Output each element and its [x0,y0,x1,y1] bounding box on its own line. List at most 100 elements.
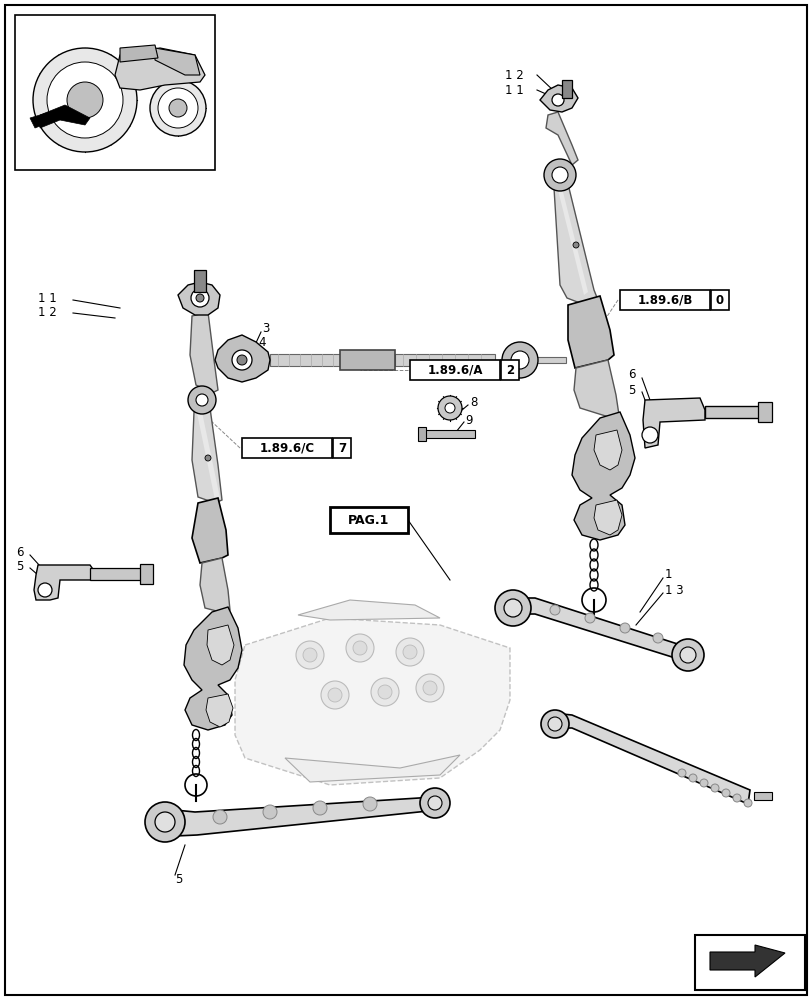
Polygon shape [30,112,55,128]
Circle shape [191,289,208,307]
Circle shape [378,685,392,699]
Polygon shape [594,500,621,535]
Bar [535,357,565,363]
Circle shape [204,455,211,461]
Circle shape [67,82,103,118]
Text: 7: 7 [337,442,345,454]
Polygon shape [155,48,200,75]
Circle shape [145,802,185,842]
Text: 6: 6 [16,546,24,558]
Circle shape [158,88,198,128]
Polygon shape [197,412,220,500]
Bar [194,270,206,292]
Bar [329,507,407,533]
Bar [694,935,804,990]
Bar [15,15,215,170]
Polygon shape [571,412,634,540]
Polygon shape [594,430,621,470]
Polygon shape [709,945,784,977]
Text: 0: 0 [715,294,723,306]
Circle shape [423,681,436,695]
Circle shape [38,583,52,597]
Polygon shape [642,398,704,448]
Polygon shape [40,105,90,128]
Text: 1: 1 [664,568,672,582]
Circle shape [328,688,341,702]
Bar [270,354,340,366]
Text: 8: 8 [470,396,477,410]
Circle shape [573,242,578,248]
Polygon shape [568,296,613,368]
Circle shape [652,633,663,643]
Circle shape [169,99,187,117]
Circle shape [312,801,327,815]
Polygon shape [298,600,440,620]
Circle shape [721,789,729,797]
Circle shape [543,159,575,191]
Circle shape [263,805,277,819]
Bar [90,568,145,580]
Circle shape [549,605,560,615]
Circle shape [296,641,324,669]
Circle shape [195,294,204,302]
Bar [620,290,709,310]
Text: 1.89.6/B: 1.89.6/B [637,294,692,306]
Circle shape [427,796,441,810]
Bar [753,792,771,800]
Polygon shape [200,558,230,613]
Circle shape [195,394,208,406]
Polygon shape [178,282,220,315]
Bar [340,350,394,370]
Text: 1 1: 1 1 [504,84,523,97]
Bar [757,402,771,422]
Circle shape [396,638,423,666]
Circle shape [677,769,685,777]
Text: 2: 2 [505,363,513,376]
Circle shape [237,355,247,365]
Circle shape [710,784,718,792]
Circle shape [689,774,696,782]
Polygon shape [573,360,618,418]
Circle shape [402,645,417,659]
Text: 1 3: 1 3 [664,584,683,596]
Text: 1 1: 1 1 [38,292,57,304]
Bar [410,360,500,380]
Bar [710,290,728,310]
Circle shape [732,794,740,802]
Circle shape [743,799,751,807]
Polygon shape [191,498,228,563]
Bar [333,438,350,458]
Bar [139,564,152,584]
Polygon shape [553,184,599,308]
Polygon shape [234,618,509,785]
Polygon shape [115,48,204,90]
Text: 5: 5 [175,874,182,886]
Polygon shape [557,188,587,295]
Polygon shape [34,565,95,600]
Bar [242,438,332,458]
Text: 1 2: 1 2 [38,306,57,318]
Text: 3: 3 [262,322,269,334]
Circle shape [510,351,528,369]
Circle shape [699,779,707,787]
Polygon shape [184,607,242,730]
Circle shape [150,80,206,136]
Text: 5: 5 [16,560,24,574]
Polygon shape [539,85,577,112]
Polygon shape [285,755,460,782]
Bar [394,354,495,366]
Polygon shape [547,714,749,804]
Text: 9: 9 [465,414,472,426]
Polygon shape [206,694,233,727]
Text: 6: 6 [627,368,635,381]
Polygon shape [504,598,689,662]
Circle shape [232,350,251,370]
Text: 5: 5 [627,383,634,396]
Polygon shape [120,45,158,62]
Text: 1 2: 1 2 [504,69,523,82]
Circle shape [47,62,122,138]
Circle shape [345,634,374,662]
Circle shape [188,386,216,414]
Circle shape [504,599,521,617]
Circle shape [501,342,538,378]
